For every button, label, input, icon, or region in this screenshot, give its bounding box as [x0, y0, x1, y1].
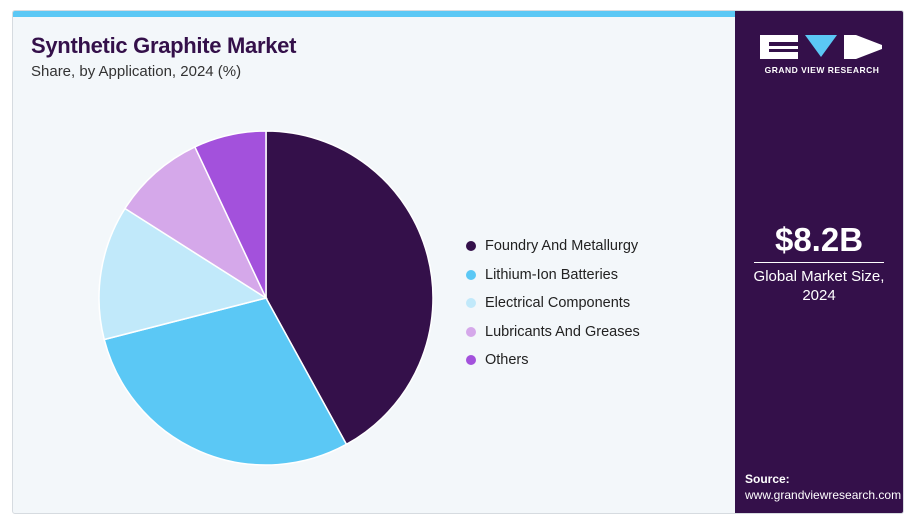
- chart-title: Synthetic Graphite Market: [31, 33, 297, 58]
- legend-item: Electrical Components: [466, 289, 640, 318]
- info-sidebar: GRAND VIEW RESEARCH $8.2B Global Market …: [735, 11, 903, 513]
- pie-slice-others: [193, 130, 267, 299]
- source-link[interactable]: www.grandviewresearch.com: [745, 488, 902, 502]
- chart-legend: Foundry And Metallurgy Lithium-Ion Batter…: [466, 232, 640, 375]
- source-label: Source:: [745, 472, 790, 486]
- legend-item: Foundry And Metallurgy: [466, 232, 640, 261]
- logo-block-right: [844, 35, 882, 59]
- legend-swatch: [466, 326, 476, 337]
- legend-label: Lubricants And Greases: [485, 323, 640, 340]
- pie-slice-foundry-and-metallurgy: [265, 130, 434, 446]
- pie-slice-lubricants-and-greases: [123, 145, 268, 301]
- logo-block-left: [760, 35, 798, 59]
- legend-item: Others: [466, 346, 640, 375]
- divider: [754, 262, 884, 263]
- market-size-value: $8.2B: [774, 221, 864, 258]
- pie-chart: [98, 130, 434, 466]
- chart-card: Synthetic Graphite Market Share, by Appl…: [12, 10, 904, 514]
- legend-swatch: [466, 269, 476, 280]
- pie-slice-lithium-ion-batteries: [103, 297, 348, 466]
- legend-label: Electrical Components: [485, 295, 631, 312]
- accent-bar: [13, 11, 735, 17]
- legend-swatch: [466, 355, 476, 366]
- logo-block-center: [802, 35, 840, 59]
- logo-mark: [760, 35, 884, 59]
- legend-label: Others: [485, 352, 529, 369]
- legend-swatch: [466, 298, 476, 309]
- pie-slice-electrical-components: [98, 207, 268, 341]
- logo-text: GRAND VIEW RESEARCH: [764, 65, 880, 75]
- legend-item: Lubricants And Greases: [466, 318, 640, 347]
- legend-item: Lithium-Ion Batteries: [466, 261, 640, 290]
- chart-subtitle: Share, by Application, 2024 (%): [31, 63, 242, 80]
- legend-label: Foundry And Metallurgy: [485, 238, 639, 255]
- source-note: Source: www.grandviewresearch.com: [745, 471, 901, 503]
- brand-logo: GRAND VIEW RESEARCH: [760, 35, 884, 75]
- legend-label: Lithium-Ion Batteries: [485, 266, 618, 283]
- legend-swatch: [466, 241, 476, 252]
- market-size-label: Global Market Size, 2024: [753, 268, 885, 304]
